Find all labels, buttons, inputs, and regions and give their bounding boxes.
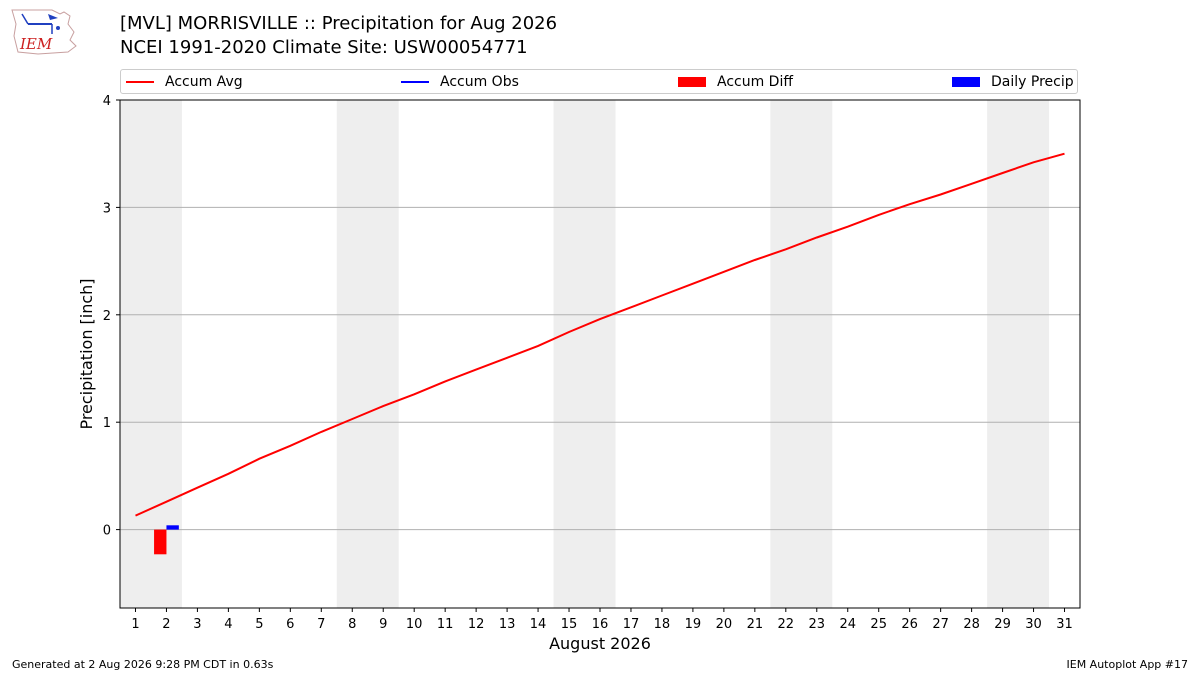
legend-label-daily-precip: Daily Precip xyxy=(991,74,1074,90)
x-tick-label-27: 27 xyxy=(932,617,949,632)
y-tick-label-4: 4 xyxy=(103,94,111,109)
weekend-band-3 xyxy=(553,100,616,608)
legend-label-accum-diff: Accum Diff xyxy=(717,74,794,90)
weekend-band-2 xyxy=(336,100,399,608)
footer-generated: Generated at 2 Aug 2026 9:28 PM CDT in 0… xyxy=(12,658,274,671)
legend-item-accum-avg: Accum Avg xyxy=(126,73,243,91)
legend-swatch-accum-avg xyxy=(126,81,154,83)
chart-legend: Accum Avg Accum Obs Accum Diff Daily Pre… xyxy=(120,69,1078,94)
x-tick-label-19: 19 xyxy=(685,617,702,632)
legend-swatch-daily-precip xyxy=(952,77,980,87)
x-tick-label-25: 25 xyxy=(870,617,887,632)
y-tick-label-0: 0 xyxy=(103,524,111,539)
footer-app-id: IEM Autoplot App #17 xyxy=(1066,658,1189,671)
x-tick-label-15: 15 xyxy=(561,617,578,632)
iem-logo-icon: IEM xyxy=(11,9,77,55)
x-tick-label-1: 1 xyxy=(131,617,139,632)
bar-daily-precip-day-2 xyxy=(166,525,179,530)
y-tick-label-2: 2 xyxy=(103,309,111,324)
x-tick-label-17: 17 xyxy=(623,617,640,632)
legend-swatch-accum-diff xyxy=(678,77,706,87)
weekend-band-4 xyxy=(770,100,833,608)
x-tick-label-2: 2 xyxy=(162,617,170,632)
y-axis-label: Precipitation [inch] xyxy=(77,278,96,429)
x-tick-label-28: 28 xyxy=(963,617,980,632)
x-tick-label-31: 31 xyxy=(1056,617,1073,632)
legend-item-accum-diff: Accum Diff xyxy=(678,73,793,91)
legend-swatch-accum-obs xyxy=(401,81,429,83)
x-tick-label-23: 23 xyxy=(809,617,826,632)
x-tick-label-14: 14 xyxy=(530,617,547,632)
weekend-band-5 xyxy=(987,100,1050,608)
x-tick-label-13: 13 xyxy=(499,617,516,632)
chart-title: [MVL] MORRISVILLE :: Precipitation for A… xyxy=(120,12,557,60)
title-line-1: [MVL] MORRISVILLE :: Precipitation for A… xyxy=(120,13,558,34)
legend-label-accum-obs: Accum Obs xyxy=(440,74,519,90)
x-tick-label-7: 7 xyxy=(317,617,325,632)
x-tick-label-26: 26 xyxy=(901,617,918,632)
y-tick-label-3: 3 xyxy=(103,201,111,216)
x-tick-label-8: 8 xyxy=(348,617,356,632)
x-tick-label-4: 4 xyxy=(224,617,232,632)
x-tick-label-24: 24 xyxy=(839,617,856,632)
x-tick-label-10: 10 xyxy=(406,617,423,632)
bar-accum-diff-day-2 xyxy=(154,529,167,555)
x-tick-label-12: 12 xyxy=(468,617,485,632)
x-tick-label-29: 29 xyxy=(994,617,1011,632)
x-tick-label-9: 9 xyxy=(379,617,387,632)
title-line-2: NCEI 1991-2020 Climate Site: USW00054771 xyxy=(120,37,528,58)
x-tick-label-16: 16 xyxy=(592,617,609,632)
y-tick-label-1: 1 xyxy=(103,416,111,431)
x-tick-label-18: 18 xyxy=(654,617,671,632)
logo-text: IEM xyxy=(19,35,53,53)
x-tick-label-11: 11 xyxy=(437,617,454,632)
x-tick-label-30: 30 xyxy=(1025,617,1042,632)
series-line-accum-avg xyxy=(135,152,1065,517)
x-tick-label-6: 6 xyxy=(286,617,294,632)
x-tick-label-22: 22 xyxy=(778,617,795,632)
x-axis-label: August 2026 xyxy=(549,634,651,653)
legend-item-daily-precip: Daily Precip xyxy=(952,73,1074,91)
weekend-band-1 xyxy=(120,100,182,608)
legend-label-accum-avg: Accum Avg xyxy=(165,74,243,90)
x-tick-label-3: 3 xyxy=(193,617,201,632)
x-tick-label-20: 20 xyxy=(716,617,733,632)
x-tick-label-21: 21 xyxy=(747,617,764,632)
x-tick-label-5: 5 xyxy=(255,617,263,632)
legend-item-accum-obs: Accum Obs xyxy=(401,73,519,91)
